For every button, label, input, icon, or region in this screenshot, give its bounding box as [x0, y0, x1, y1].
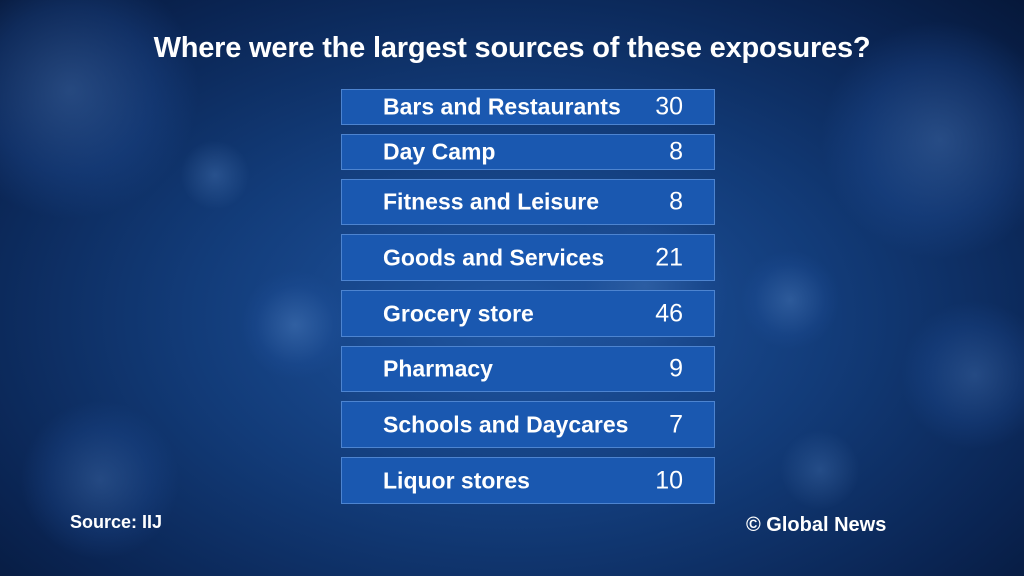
row-label: Day Camp: [383, 138, 496, 165]
row-label: Liquor stores: [383, 467, 530, 493]
table-row: Day Camp 8: [341, 134, 715, 170]
table-row: Pharmacy 9: [341, 346, 715, 392]
row-label: Goods and Services: [383, 244, 605, 270]
table-row: Goods and Services 21: [341, 234, 715, 281]
virus-particle: [900, 300, 1024, 450]
row-label: Grocery store: [383, 300, 534, 326]
virus-particle: [180, 140, 250, 210]
row-value: 21: [655, 243, 683, 271]
row-label: Fitness and Leisure: [383, 188, 600, 215]
row-value: 8: [669, 137, 683, 166]
row-value: 30: [655, 92, 683, 121]
table-row: Bars and Restaurants 30: [341, 89, 715, 125]
virus-particle: [780, 430, 860, 510]
row-value: 46: [655, 299, 683, 327]
table-row: Schools and Daycares 7: [341, 401, 715, 448]
row-value: 7: [669, 410, 683, 438]
row-value: 10: [655, 466, 683, 494]
table-row: Liquor stores 10: [341, 457, 715, 504]
row-label: Pharmacy: [383, 355, 493, 382]
row-value: 9: [669, 354, 683, 383]
virus-particle: [240, 270, 350, 380]
virus-particle: [20, 400, 180, 560]
table-row: Fitness and Leisure 8: [341, 179, 715, 225]
row-value: 8: [669, 187, 683, 216]
virus-particle: [820, 20, 1024, 260]
global-news-credit: © Global News: [746, 514, 887, 536]
virus-particle: [740, 250, 840, 350]
table-row: Grocery store 46: [341, 290, 715, 337]
row-label: Schools and Daycares: [383, 411, 629, 437]
virus-particle: [560, 200, 730, 370]
chart-title: Where were the largest sources of these …: [153, 32, 871, 64]
source-note: Source: IIJ: [70, 512, 163, 532]
row-label: Bars and Restaurants: [383, 93, 621, 120]
